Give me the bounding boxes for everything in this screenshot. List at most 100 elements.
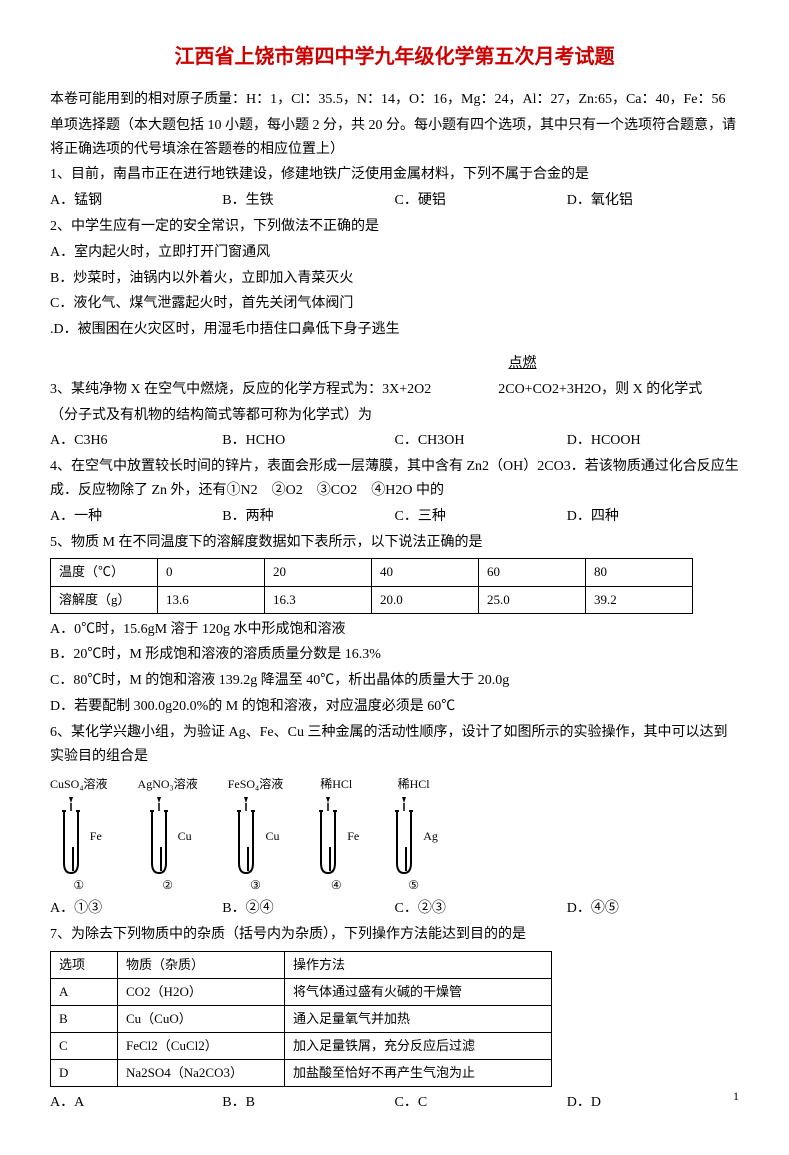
tube-metal-label: Fe bbox=[90, 826, 102, 846]
q7-r1c1: Cu（CuO） bbox=[118, 1006, 285, 1033]
q7-r1c2: 通入足量氧气并加热 bbox=[285, 1006, 552, 1033]
q3-opt-d: D．HCOOH bbox=[567, 429, 739, 453]
q7-opt-a: A．A bbox=[50, 1091, 222, 1115]
q7-r0c0: A bbox=[51, 978, 118, 1005]
q6-opt-d: D．④⑤ bbox=[567, 897, 739, 921]
q3-stem-after: 2CO+CO2+3H2O，则 X 的化学式 bbox=[498, 382, 702, 397]
tube-metal-label: Fe bbox=[347, 826, 359, 846]
q3-stem: 3、某纯净物 X 在空气中燃烧，反应的化学方程式为：3X+2O2 2CO+CO2… bbox=[50, 378, 739, 402]
q1-opt-a: A．锰钢 bbox=[50, 189, 222, 213]
table-row: B Cu（CuO） 通入足量氧气并加热 bbox=[51, 1006, 552, 1033]
table-row: 温度（℃） 0 20 40 60 80 bbox=[51, 559, 693, 586]
q5-opt-d: D．若要配制 300.0g20.0%的 M 的饱和溶液，对应温度必须是 60℃ bbox=[50, 695, 739, 719]
q4-opt-a: A．一种 bbox=[50, 505, 222, 529]
q7-opt-b: B．B bbox=[222, 1091, 394, 1115]
q5-h5: 80 bbox=[586, 559, 693, 586]
q3-opt-c: C．CH3OH bbox=[395, 429, 567, 453]
q7-h0: 选项 bbox=[51, 951, 118, 978]
q5-opt-c: C．80℃时，M 的饱和溶液 139.2g 降温至 40℃，析出晶体的质量大于 … bbox=[50, 669, 739, 693]
q5-stem: 5、物质 M 在不同温度下的溶解度数据如下表所示，以下说法正确的是 bbox=[50, 531, 739, 555]
tube-solution-label: CuSO₄溶液 bbox=[50, 774, 108, 794]
q4-opt-d: D．四种 bbox=[567, 505, 739, 529]
q3-opt-b: B．HCHO bbox=[222, 429, 394, 453]
q7-opt-c: C．C bbox=[395, 1091, 567, 1115]
q1-stem: 1、目前，南昌市正在进行地铁建设，修建地铁广泛使用金属材料，下列不属于合金的是 bbox=[50, 163, 739, 187]
q7-r0c2: 将气体通过盛有火碱的干燥管 bbox=[285, 978, 552, 1005]
tube-metal-label: Cu bbox=[265, 826, 279, 846]
q6-options: A．①③ B．②④ C．②③ D．④⑤ bbox=[50, 897, 739, 921]
q6-stem: 6、某化学兴趣小组，为验证 Ag、Fe、Cu 三种金属的活动性顺序，设计了如图所… bbox=[50, 721, 739, 769]
q1-opt-d: D．氧化铝 bbox=[567, 189, 739, 213]
tube-solution-label: AgNO₃溶液 bbox=[138, 774, 198, 794]
q5-h4: 60 bbox=[479, 559, 586, 586]
q2-opt-d: .D．被围困在火灾区时，用湿毛巾捂住口鼻低下身子逃生 bbox=[50, 318, 739, 342]
q3-stem-before: 3、某纯净物 X 在空气中燃烧，反应的化学方程式为：3X+2O2 bbox=[50, 382, 431, 397]
tube-solution-label: FeSO₄溶液 bbox=[228, 774, 284, 794]
table-row: D Na2SO4（Na2CO3） 加盐酸至恰好不再产生气泡为止 bbox=[51, 1060, 552, 1087]
q4-options: A．一种 B．两种 C．三种 D．四种 bbox=[50, 505, 739, 529]
q6-opt-c: C．②③ bbox=[395, 897, 567, 921]
q2-opt-b: B．炒菜时，油锅内以外着火，立即加入青菜灭火 bbox=[50, 267, 739, 291]
q4-opt-b: B．两种 bbox=[222, 505, 394, 529]
table-row: A CO2（H2O） 将气体通过盛有火碱的干燥管 bbox=[51, 978, 552, 1005]
q5-r3: 20.0 bbox=[372, 586, 479, 613]
q7-r0c1: CO2（H2O） bbox=[118, 978, 285, 1005]
q6-opt-a: A．①③ bbox=[50, 897, 222, 921]
q3-opt-a: A．C3H6 bbox=[50, 429, 222, 453]
q7-opt-d: D．D bbox=[567, 1091, 739, 1115]
test-tube: FeSO₄溶液 Cu ③ bbox=[228, 774, 284, 895]
q7-options: A．A B．B C．C D．D bbox=[50, 1091, 739, 1115]
q2-opt-c: C．液化气、煤气泄露起火时，首先关闭气体阀门 bbox=[50, 292, 739, 316]
q5-h2: 20 bbox=[265, 559, 372, 586]
q1-opt-b: B．生铁 bbox=[222, 189, 394, 213]
q5-r4: 25.0 bbox=[479, 586, 586, 613]
tube-number: ② bbox=[162, 875, 173, 895]
q7-r3c2: 加盐酸至恰好不再产生气泡为止 bbox=[285, 1060, 552, 1087]
q4-stem: 4、在空气中放置较长时间的锌片，表面会形成一层薄膜，其中含有 Zn2（OH）2C… bbox=[50, 455, 739, 503]
q5-opt-b: B．20℃时，M 形成饱和溶液的溶质质量分数是 16.3% bbox=[50, 643, 739, 667]
q7-h2: 操作方法 bbox=[285, 951, 552, 978]
q5-r1: 13.6 bbox=[158, 586, 265, 613]
q7-r3c1: Na2SO4（Na2CO3） bbox=[118, 1060, 285, 1087]
section-instructions: 单项选择题（本大题包括 10 小题，每小题 2 分，共 20 分。每小题有四个选… bbox=[50, 114, 739, 162]
table-row: C FeCl2（CuCl2） 加入足量铁屑，充分反应后过滤 bbox=[51, 1033, 552, 1060]
q2-opt-a: A．室内起火时，立即打开门窗通风 bbox=[50, 241, 739, 265]
page-number: 1 bbox=[733, 1086, 739, 1106]
q5-table: 温度（℃） 0 20 40 60 80 溶解度（g） 13.6 16.3 20.… bbox=[50, 558, 693, 613]
tube-number: ④ bbox=[331, 875, 342, 895]
test-tube: CuSO₄溶液 Fe ① bbox=[50, 774, 108, 895]
tube-number: ⑤ bbox=[408, 875, 419, 895]
q3-stem-line2: （分子式及有机物的结构简式等都可称为化学式）为 bbox=[50, 404, 739, 428]
q7-r2c2: 加入足量铁屑，充分反应后过滤 bbox=[285, 1033, 552, 1060]
q6-opt-b: B．②④ bbox=[222, 897, 394, 921]
q5-opt-a: A．0℃时，15.6gM 溶于 120g 水中形成饱和溶液 bbox=[50, 618, 739, 642]
page-title: 江西省上饶市第四中学九年级化学第五次月考试题 bbox=[50, 40, 739, 74]
q7-h1: 物质（杂质） bbox=[118, 951, 285, 978]
q3-combustion-label-row: 点燃 bbox=[50, 352, 739, 376]
q4-opt-c: C．三种 bbox=[395, 505, 567, 529]
test-tube: 稀HCl Ag ⑤ bbox=[389, 774, 438, 895]
q5-r2: 16.3 bbox=[265, 586, 372, 613]
tube-metal-label: Cu bbox=[178, 826, 192, 846]
q5-r0: 溶解度（g） bbox=[51, 586, 158, 613]
tube-number: ① bbox=[73, 875, 84, 895]
atomic-masses: 本卷可能用到的相对原子质量：H：1，Cl：35.5，N：14，O：16，Mg：2… bbox=[50, 88, 739, 112]
q5-r5: 39.2 bbox=[586, 586, 693, 613]
q7-r2c1: FeCl2（CuCl2） bbox=[118, 1033, 285, 1060]
q1-options: A．锰钢 B．生铁 C．硬铝 D．氧化铝 bbox=[50, 189, 739, 213]
q2-stem: 2、中学生应有一定的安全常识，下列做法不正确的是 bbox=[50, 215, 739, 239]
combustion-label: 点燃 bbox=[493, 352, 553, 376]
tube-number: ③ bbox=[250, 875, 261, 895]
table-row: 选项 物质（杂质） 操作方法 bbox=[51, 951, 552, 978]
q5-h0: 温度（℃） bbox=[51, 559, 158, 586]
q7-stem: 7、为除去下列物质中的杂质（括号内为杂质），下列操作方法能达到目的的是 bbox=[50, 923, 739, 947]
test-tube: 稀HCl Fe ④ bbox=[313, 774, 359, 895]
q5-h3: 40 bbox=[372, 559, 479, 586]
q7-r1c0: B bbox=[51, 1006, 118, 1033]
tube-metal-label: Ag bbox=[423, 826, 438, 846]
test-tube: AgNO₃溶液 Cu ② bbox=[138, 774, 198, 895]
q7-table: 选项 物质（杂质） 操作方法 A CO2（H2O） 将气体通过盛有火碱的干燥管 … bbox=[50, 951, 552, 1087]
tube-solution-label: 稀HCl bbox=[398, 774, 430, 794]
tube-solution-label: 稀HCl bbox=[320, 774, 352, 794]
q6-tubes: CuSO₄溶液 Fe ① AgNO₃溶液 Cu ② FeSO₄溶液 Cu ③ 稀HCl Fe… bbox=[50, 774, 739, 895]
